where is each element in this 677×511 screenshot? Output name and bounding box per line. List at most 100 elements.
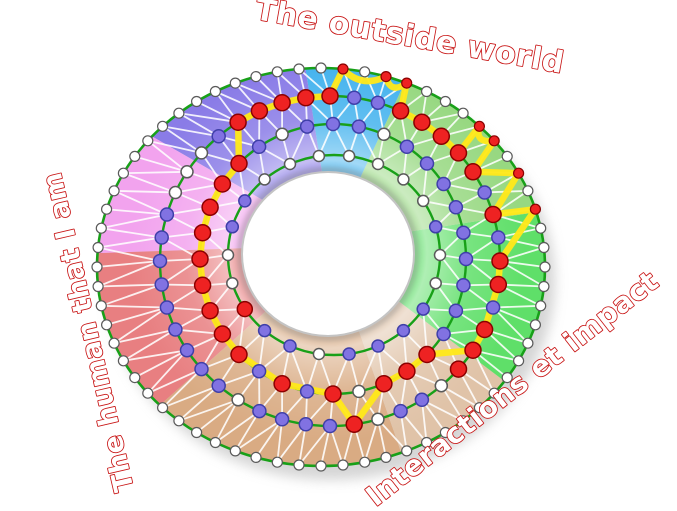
edge xyxy=(440,385,464,422)
purple-node xyxy=(299,384,315,399)
white-node xyxy=(226,276,239,290)
red-node xyxy=(512,167,525,179)
edge xyxy=(214,399,239,443)
edge xyxy=(97,260,161,288)
purple-node xyxy=(252,403,267,419)
red-node xyxy=(321,87,339,105)
red-node xyxy=(337,63,349,75)
purple-node xyxy=(370,95,386,110)
red-node xyxy=(191,250,209,268)
purple-node xyxy=(419,156,435,171)
white-node xyxy=(312,149,326,163)
white-node xyxy=(315,62,327,74)
edge xyxy=(498,236,545,249)
edge xyxy=(147,349,188,394)
edge xyxy=(162,384,220,409)
white-node xyxy=(522,185,534,197)
purple-node xyxy=(416,302,430,316)
node-ring-4 xyxy=(221,149,447,361)
edge xyxy=(289,345,308,392)
red-node xyxy=(489,275,508,294)
edge xyxy=(122,328,176,362)
white-node xyxy=(501,372,513,384)
white-node xyxy=(421,436,433,449)
red-node xyxy=(391,102,410,120)
purple-node xyxy=(436,176,451,192)
purple-node xyxy=(456,225,471,240)
white-node xyxy=(209,436,221,449)
white-node xyxy=(157,120,169,132)
edge xyxy=(178,398,239,422)
white-node xyxy=(429,276,442,290)
white-node xyxy=(337,459,349,471)
white-node xyxy=(501,150,513,162)
white-node xyxy=(209,85,221,98)
red-node xyxy=(432,127,451,146)
red-node xyxy=(413,113,431,131)
red-node xyxy=(230,345,248,364)
purple-node xyxy=(485,300,501,315)
edge xyxy=(106,208,167,216)
edge xyxy=(162,125,219,138)
purple-node xyxy=(298,417,314,432)
red-node xyxy=(401,77,413,89)
red-node xyxy=(529,203,542,215)
red-node xyxy=(230,154,248,173)
edge xyxy=(97,246,161,262)
white-node xyxy=(194,146,209,160)
edge xyxy=(161,368,203,409)
purple-node xyxy=(168,322,183,337)
node-ring-2 xyxy=(152,87,509,434)
red-node xyxy=(213,325,232,343)
edge xyxy=(101,227,162,239)
white-node xyxy=(91,261,103,273)
purple-node xyxy=(194,361,209,377)
red-node xyxy=(491,252,509,270)
white-node xyxy=(522,337,534,349)
white-node xyxy=(229,445,241,457)
purple-node xyxy=(371,339,385,353)
white-node xyxy=(275,127,289,142)
white-node xyxy=(512,355,525,367)
white-node xyxy=(250,70,262,83)
edge xyxy=(123,172,176,194)
purple-node xyxy=(414,392,430,408)
purple-node xyxy=(159,300,175,315)
edge xyxy=(363,419,379,463)
white-node xyxy=(100,319,113,331)
edge xyxy=(113,306,168,344)
white-node xyxy=(100,203,113,215)
edge xyxy=(123,349,188,362)
purple-node xyxy=(274,412,290,427)
white-node xyxy=(538,280,550,293)
white-node xyxy=(312,347,326,361)
edge xyxy=(178,112,239,124)
edge xyxy=(134,155,188,173)
edge xyxy=(97,236,162,249)
purple-node xyxy=(456,278,471,293)
white-node xyxy=(457,415,469,427)
edge xyxy=(492,306,536,326)
white-node xyxy=(401,445,413,457)
white-node xyxy=(457,107,469,119)
purple-node xyxy=(154,230,169,245)
white-node xyxy=(473,402,485,414)
purple-node xyxy=(346,90,362,105)
white-node xyxy=(380,451,392,463)
purple-node xyxy=(458,251,474,267)
white-node xyxy=(434,378,449,393)
red-node xyxy=(236,300,254,318)
edge xyxy=(255,418,283,458)
edge xyxy=(178,112,220,138)
white-node xyxy=(439,95,451,108)
white-node xyxy=(315,460,327,472)
red-node xyxy=(273,93,291,112)
white-node xyxy=(142,387,154,399)
white-node xyxy=(168,185,183,200)
edge xyxy=(440,384,480,409)
white-node xyxy=(488,387,500,399)
red-node xyxy=(213,175,232,193)
white-node xyxy=(371,157,385,171)
red-node xyxy=(449,144,468,162)
red-node xyxy=(201,301,219,320)
